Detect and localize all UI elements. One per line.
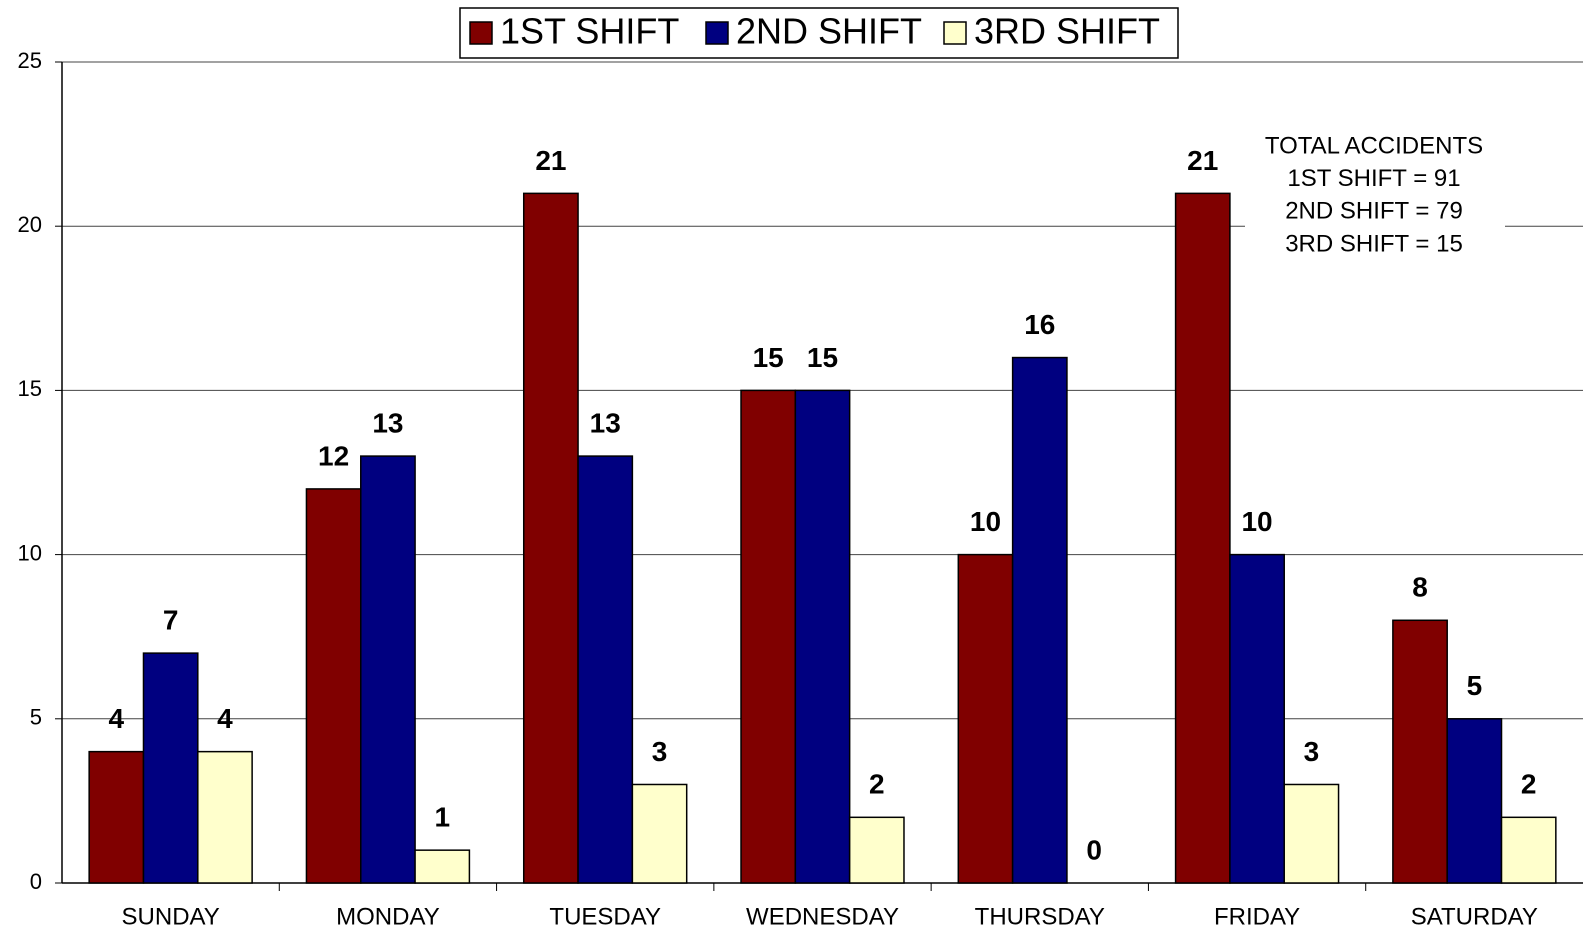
data-label: 15 — [753, 342, 784, 373]
legend-label: 3RD SHIFT — [974, 11, 1160, 52]
data-label: 2 — [869, 769, 885, 800]
x-tick-label: MONDAY — [336, 903, 440, 930]
bar — [360, 455, 416, 884]
bar — [631, 783, 688, 884]
x-tick-label: SUNDAY — [122, 903, 220, 930]
data-label: 4 — [217, 703, 233, 734]
y-tick-label: 5 — [30, 705, 42, 730]
bar — [848, 816, 905, 884]
annotation: TOTAL ACCIDENTS — [1265, 132, 1483, 159]
y-tick-label: 20 — [18, 212, 42, 237]
data-label: 2 — [1521, 769, 1537, 800]
legend-label: 1ST SHIFT — [500, 11, 679, 52]
bar — [1283, 783, 1340, 884]
data-label: 1 — [434, 802, 450, 833]
x-tick-label: TUESDAY — [549, 903, 661, 930]
bar — [740, 389, 797, 884]
data-label: 10 — [970, 506, 1001, 537]
y-tick-label: 0 — [30, 869, 42, 894]
data-label: 10 — [1241, 506, 1272, 537]
bar — [142, 652, 199, 884]
data-label: 4 — [109, 703, 125, 734]
x-tick-label: FRIDAY — [1214, 903, 1300, 930]
x-tick-label: SATURDAY — [1411, 903, 1538, 930]
bar — [197, 750, 253, 884]
data-label: 8 — [1412, 572, 1428, 603]
bar — [1446, 718, 1503, 884]
bar — [1011, 356, 1068, 884]
y-tick-label: 10 — [18, 540, 42, 565]
bar — [794, 389, 851, 884]
y-tick-label: 25 — [18, 48, 42, 73]
legend-label: 2ND SHIFT — [736, 11, 922, 52]
data-label: 13 — [590, 407, 621, 438]
data-label: 13 — [372, 407, 403, 438]
bar — [522, 192, 579, 884]
legend-box — [459, 7, 1179, 59]
y-tick-label: 15 — [18, 376, 42, 401]
bar — [305, 488, 362, 884]
bar — [414, 849, 471, 884]
annotation: 1ST SHIFT = 91 — [1287, 165, 1460, 192]
annotation: 3RD SHIFT = 15 — [1285, 230, 1463, 257]
annotation-bg — [1245, 125, 1505, 265]
data-label: 15 — [807, 342, 838, 373]
bar — [88, 750, 145, 884]
data-label: 21 — [535, 145, 566, 176]
legend-swatch — [705, 21, 729, 45]
bar — [577, 455, 634, 884]
data-label: 5 — [1467, 670, 1483, 701]
bar — [1174, 192, 1231, 884]
data-label: 3 — [652, 736, 668, 767]
bar — [957, 553, 1014, 884]
data-label: 21 — [1187, 145, 1218, 176]
legend-swatch — [943, 21, 967, 45]
data-label: 7 — [163, 605, 179, 636]
bar — [1392, 619, 1448, 884]
annotation: 2ND SHIFT = 79 — [1285, 198, 1463, 225]
legend-swatch — [469, 21, 493, 45]
data-label: 3 — [1304, 736, 1320, 767]
data-label: 12 — [318, 440, 349, 471]
data-label: 16 — [1024, 309, 1055, 340]
bar — [1500, 816, 1557, 884]
bar — [1229, 553, 1285, 884]
x-tick-label: THURSDAY — [975, 903, 1105, 930]
data-label: 0 — [1086, 834, 1102, 865]
x-tick-label: WEDNESDAY — [746, 903, 899, 930]
